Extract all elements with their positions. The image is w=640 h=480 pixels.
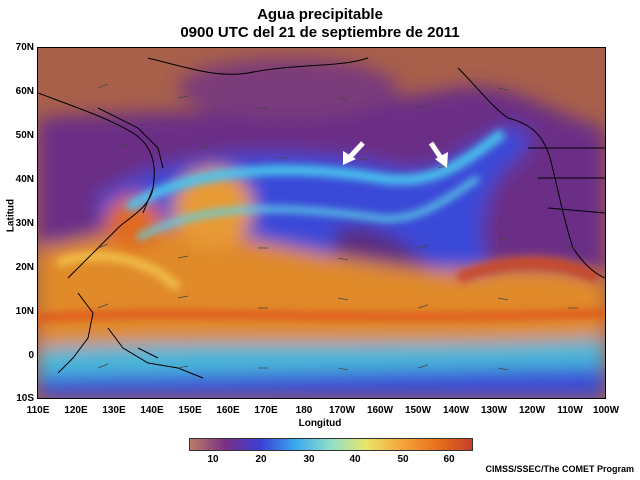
colorbar-tick: 20 xyxy=(255,454,267,465)
lon-tick: 120E xyxy=(64,405,88,416)
lon-tick: 110W xyxy=(557,405,583,416)
lon-tick: 160E xyxy=(216,405,240,416)
lat-tick: 70N xyxy=(15,42,34,53)
lon-tick: 130E xyxy=(102,405,126,416)
lon-tick: 170E xyxy=(254,405,278,416)
map-subtitle: 0900 UTC del 21 de septiembre de 2011 xyxy=(180,24,460,41)
y-axis-label: Latitud xyxy=(5,198,17,233)
map-title: Agua precipitable xyxy=(257,6,383,23)
lon-tick: 150W xyxy=(404,405,432,416)
lon-tick: 140E xyxy=(140,405,164,416)
coastlines xyxy=(38,57,605,379)
wind-barbs xyxy=(97,83,578,371)
map-canvas xyxy=(38,48,605,398)
lon-tick: 120W xyxy=(518,405,546,416)
precipitable-water-map xyxy=(37,47,606,399)
lon-tick: 140W xyxy=(442,405,470,416)
lat-tick: 40N xyxy=(15,174,34,185)
arrow-left xyxy=(343,141,365,165)
colorbar-tick: 10 xyxy=(207,454,219,465)
credit-text: CIMSS/SSEC/The COMET Program xyxy=(485,464,634,474)
colorbar-tick: 60 xyxy=(443,454,455,465)
colorbar-tick: 40 xyxy=(349,454,361,465)
colorbar xyxy=(189,438,473,451)
annotation-arrows xyxy=(343,141,448,168)
lat-tick: 0 xyxy=(28,350,34,361)
lat-tick: 50N xyxy=(15,130,34,141)
lon-tick: 100W xyxy=(592,405,620,416)
x-axis-label: Longitud xyxy=(298,418,342,429)
moisture-filaments xyxy=(38,128,605,322)
lon-tick: 150E xyxy=(178,405,202,416)
lat-tick: 20N xyxy=(15,262,34,273)
lon-tick: 130W xyxy=(480,405,508,416)
colorbar-tick: 50 xyxy=(397,454,409,465)
lat-tick: 10N xyxy=(15,306,34,317)
lon-tick: 170W xyxy=(328,405,356,416)
lat-tick: 30N xyxy=(15,218,34,229)
lat-tick: 10S xyxy=(16,393,34,404)
lon-tick: 180 xyxy=(295,405,313,416)
lat-tick: 60N xyxy=(15,86,34,97)
arrow-right xyxy=(428,141,448,168)
lon-tick: 160W xyxy=(366,405,394,416)
lon-tick: 110E xyxy=(26,405,50,416)
colorbar-tick: 30 xyxy=(303,454,315,465)
moisture-field xyxy=(38,58,605,398)
